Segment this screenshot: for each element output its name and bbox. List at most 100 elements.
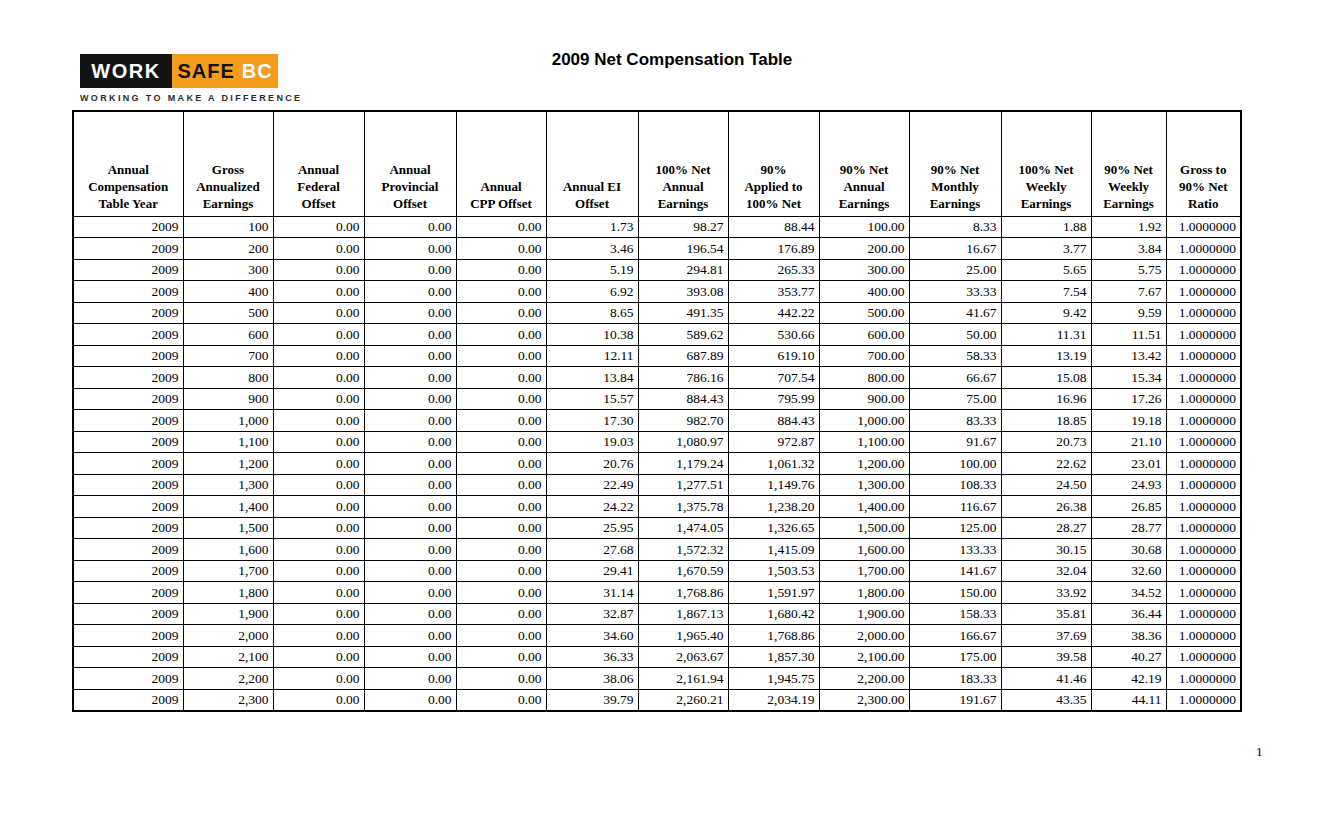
table-cell: 200 — [183, 238, 273, 260]
table-cell: 1,768.86 — [638, 582, 728, 604]
table-cell: 33.92 — [1001, 582, 1091, 604]
table-cell: 23.01 — [1091, 453, 1166, 475]
table-cell: 1,857.30 — [728, 646, 819, 668]
table-cell: 0.00 — [364, 281, 456, 303]
table-cell: 17.30 — [546, 410, 638, 432]
table-cell: 1,600 — [183, 539, 273, 561]
table-cell: 1,080.97 — [638, 431, 728, 453]
table-row: 20098000.000.000.0013.84786.16707.54800.… — [73, 367, 1241, 389]
table-cell: 0.00 — [273, 345, 364, 367]
table-cell: 1,300 — [183, 474, 273, 496]
column-header: Annual Federal Offset — [273, 111, 364, 216]
column-header: 90% Net Weekly Earnings — [1091, 111, 1166, 216]
table-cell: 1,572.32 — [638, 539, 728, 561]
table-cell: 0.00 — [273, 474, 364, 496]
table-cell: 589.62 — [638, 324, 728, 346]
table-row: 20094000.000.000.006.92393.08353.77400.0… — [73, 281, 1241, 303]
column-header: 100% Net Weekly Earnings — [1001, 111, 1091, 216]
table-cell: 50.00 — [909, 324, 1001, 346]
table-cell: 20.76 — [546, 453, 638, 475]
table-cell: 5.75 — [1091, 259, 1166, 281]
table-cell: 0.00 — [456, 324, 546, 346]
table-cell: 88.44 — [728, 216, 819, 238]
table-cell: 2009 — [73, 216, 183, 238]
table-cell: 1,326.65 — [728, 517, 819, 539]
table-cell: 44.11 — [1091, 689, 1166, 711]
table-cell: 0.00 — [364, 474, 456, 496]
table-cell: 1,900.00 — [819, 603, 909, 625]
table-cell: 0.00 — [364, 367, 456, 389]
table-cell: 0.00 — [456, 689, 546, 711]
table-cell: 0.00 — [364, 646, 456, 668]
table-cell: 21.10 — [1091, 431, 1166, 453]
table-row: 20096000.000.000.0010.38589.62530.66600.… — [73, 324, 1241, 346]
table-cell: 0.00 — [273, 431, 364, 453]
table-cell: 1,945.75 — [728, 668, 819, 690]
table-cell: 100.00 — [909, 453, 1001, 475]
table-cell: 36.44 — [1091, 603, 1166, 625]
table-cell: 0.00 — [364, 302, 456, 324]
table-cell: 43.35 — [1001, 689, 1091, 711]
table-row: 20091,2000.000.000.0020.761,179.241,061.… — [73, 453, 1241, 475]
table-cell: 7.54 — [1001, 281, 1091, 303]
table-cell: 38.06 — [546, 668, 638, 690]
table-cell: 100.00 — [819, 216, 909, 238]
table-cell: 1.73 — [546, 216, 638, 238]
table-body: 20091000.000.000.001.7398.2788.44100.008… — [73, 216, 1241, 711]
table-row: 20091000.000.000.001.7398.2788.44100.008… — [73, 216, 1241, 238]
table-cell: 166.67 — [909, 625, 1001, 647]
table-cell: 0.00 — [273, 238, 364, 260]
table-cell: 16.67 — [909, 238, 1001, 260]
table-cell: 150.00 — [909, 582, 1001, 604]
table-cell: 0.00 — [273, 496, 364, 518]
table-cell: 0.00 — [273, 302, 364, 324]
column-header: 100% Net Annual Earnings — [638, 111, 728, 216]
table-row: 20095000.000.000.008.65491.35442.22500.0… — [73, 302, 1241, 324]
table-cell: 5.65 — [1001, 259, 1091, 281]
table-cell: 0.00 — [456, 431, 546, 453]
table-cell: 41.46 — [1001, 668, 1091, 690]
table-cell: 91.67 — [909, 431, 1001, 453]
table-cell: 0.00 — [364, 431, 456, 453]
table-cell: 2009 — [73, 646, 183, 668]
table-cell: 1,238.20 — [728, 496, 819, 518]
table-cell: 1.0000000 — [1166, 539, 1241, 561]
table-cell: 5.19 — [546, 259, 638, 281]
table-cell: 1.0000000 — [1166, 646, 1241, 668]
table-cell: 1.0000000 — [1166, 453, 1241, 475]
table-cell: 0.00 — [456, 410, 546, 432]
table-cell: 16.96 — [1001, 388, 1091, 410]
table-cell: 2,161.94 — [638, 668, 728, 690]
table-cell: 28.27 — [1001, 517, 1091, 539]
table-cell: 0.00 — [456, 388, 546, 410]
table-cell: 9.42 — [1001, 302, 1091, 324]
table-cell: 0.00 — [456, 517, 546, 539]
table-header-row: Annual Compensation Table YearGross Annu… — [73, 111, 1241, 216]
table-cell: 2009 — [73, 539, 183, 561]
page-number: 1 — [1256, 744, 1263, 760]
table-row: 20092,3000.000.000.0039.792,260.212,034.… — [73, 689, 1241, 711]
table-cell: 1,277.51 — [638, 474, 728, 496]
table-cell: 2,100 — [183, 646, 273, 668]
table-cell: 1.0000000 — [1166, 517, 1241, 539]
table-cell: 40.27 — [1091, 646, 1166, 668]
table-row: 20091,1000.000.000.0019.031,080.97972.87… — [73, 431, 1241, 453]
table-cell: 9.59 — [1091, 302, 1166, 324]
table-cell: 28.77 — [1091, 517, 1166, 539]
table-cell: 2,300.00 — [819, 689, 909, 711]
table-cell: 1,000.00 — [819, 410, 909, 432]
table-cell: 1,600.00 — [819, 539, 909, 561]
table-cell: 11.31 — [1001, 324, 1091, 346]
table-cell: 1.0000000 — [1166, 302, 1241, 324]
table-cell: 2009 — [73, 410, 183, 432]
table-cell: 191.67 — [909, 689, 1001, 711]
table-cell: 0.00 — [456, 539, 546, 561]
table-cell: 0.00 — [364, 603, 456, 625]
table-cell: 265.33 — [728, 259, 819, 281]
table-cell: 0.00 — [364, 410, 456, 432]
table-cell: 353.77 — [728, 281, 819, 303]
table-cell: 2,034.19 — [728, 689, 819, 711]
table-cell: 20.73 — [1001, 431, 1091, 453]
table-cell: 8.65 — [546, 302, 638, 324]
table-cell: 0.00 — [273, 689, 364, 711]
